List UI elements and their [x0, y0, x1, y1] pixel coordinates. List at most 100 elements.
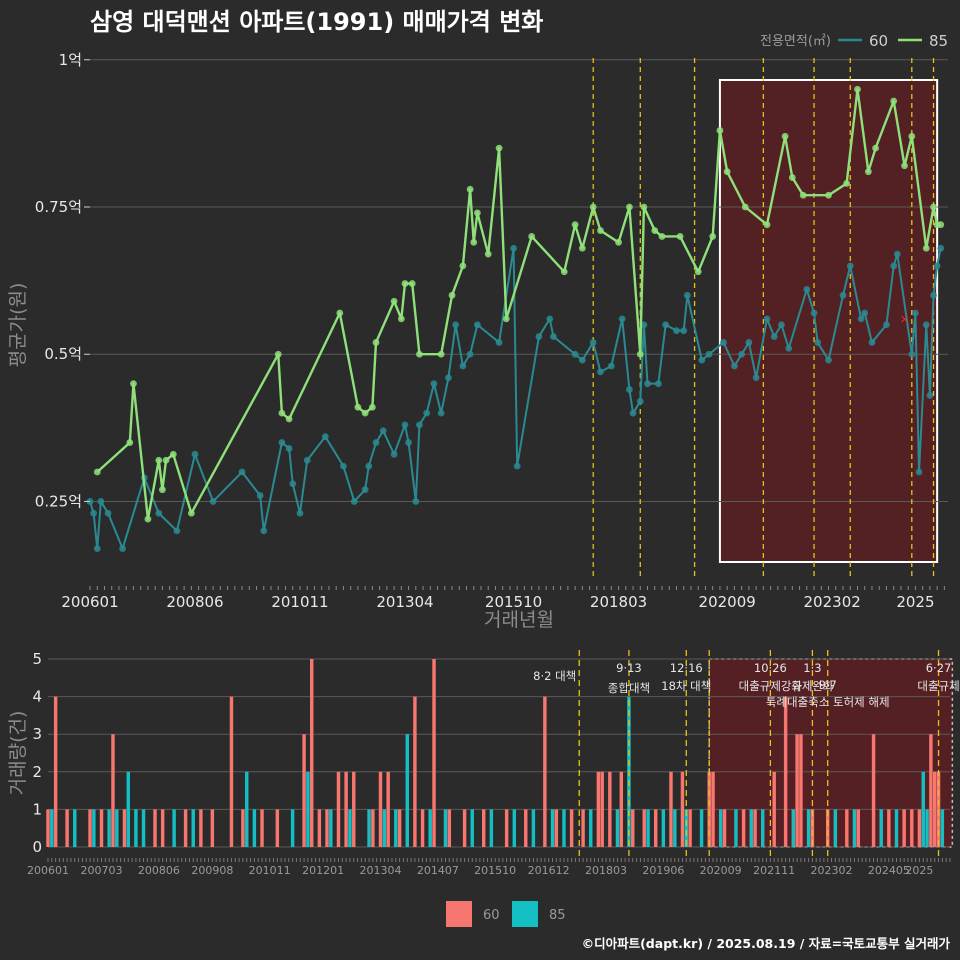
y-tick-label: 5 [32, 650, 42, 668]
data-point [144, 515, 152, 523]
x-tick-label: 2025 [896, 593, 934, 611]
data-point [640, 203, 648, 211]
x-axis-ticks: 200601 200806 201011 201304 201510 201803 2020… [61, 586, 945, 611]
data-point [770, 333, 778, 340]
x-tick-label: 201906 [642, 864, 684, 877]
data-point [636, 397, 644, 405]
bar-85 [443, 809, 448, 847]
data-point [741, 203, 749, 211]
bar-85 [761, 809, 765, 847]
bar-60 [99, 809, 104, 847]
data-point [578, 244, 586, 252]
data-point [839, 291, 847, 299]
bar-85 [92, 809, 96, 847]
event-label: 8·2 대책 [533, 669, 576, 683]
y-gridlines [90, 59, 948, 502]
event-label: 10·26 대출규제강화 [739, 661, 803, 693]
data-point [372, 439, 380, 446]
data-point [448, 291, 456, 299]
x-tick-label: 200908 [191, 864, 233, 877]
bar-85 [925, 809, 929, 847]
x-tick-label: 202111 [753, 864, 795, 877]
bar-60 [653, 809, 658, 847]
x-tick-label: 201304 [360, 864, 402, 877]
data-point [256, 492, 264, 499]
data-point [908, 350, 916, 358]
data-point [651, 227, 659, 234]
data-point [354, 403, 362, 411]
bar-60 [936, 771, 941, 847]
data-point [397, 315, 405, 323]
bar-60 [524, 809, 528, 847]
x-tick-label: 201510 [474, 864, 516, 877]
bar-60 [825, 809, 830, 847]
data-point [495, 144, 503, 152]
data-point [93, 468, 101, 476]
bar-85 [718, 809, 723, 847]
data-point [405, 439, 412, 446]
x-tick-label: 202302 [811, 864, 853, 877]
data-point [401, 421, 409, 429]
data-point [901, 162, 908, 170]
x-tick-label: 200601 [61, 593, 118, 611]
data-point [607, 362, 615, 370]
data-point [745, 339, 753, 346]
data-point [597, 227, 604, 234]
legend-title: 전용면적(㎡) [760, 34, 831, 49]
data-point [933, 262, 941, 270]
data-point [912, 309, 919, 317]
bar-60 [241, 809, 245, 847]
bar-85 [512, 809, 517, 847]
bar-85 [428, 809, 432, 847]
data-point [169, 450, 177, 458]
data-point [159, 486, 166, 494]
bar-60 [88, 809, 92, 847]
x-tick-label: 201201 [302, 864, 344, 877]
bar-85 [940, 809, 945, 847]
bar-60 [569, 809, 574, 847]
bar-60 [336, 771, 341, 847]
data-point [683, 291, 691, 299]
data-point [130, 380, 137, 388]
data-point [430, 380, 438, 388]
bar-85 [348, 809, 352, 847]
bar-60 [871, 734, 876, 847]
event-label: 12·16 18차 대책 [661, 661, 711, 693]
bar-85 [245, 771, 249, 847]
data-point [937, 221, 945, 229]
bar-60 [543, 696, 547, 847]
bar-60 [799, 734, 803, 847]
bar-85 [252, 809, 257, 847]
data-point [615, 238, 622, 246]
event-label: 6·27 대출규제 [917, 661, 959, 693]
x-tick-label: 200806 [166, 593, 223, 611]
data-point [303, 456, 311, 464]
bar-60 [932, 771, 937, 847]
data-point [321, 433, 329, 441]
data-point [662, 321, 670, 329]
data-point [857, 315, 865, 323]
bar-85 [172, 809, 176, 847]
data-point [922, 244, 930, 252]
bar-60 [707, 771, 711, 847]
bar-60 [608, 771, 612, 847]
x-tick-label: 201803 [585, 864, 627, 877]
bar-85 [684, 809, 688, 847]
data-point [401, 280, 409, 287]
bar-60 [183, 809, 188, 847]
data-point [626, 386, 633, 393]
bar-85 [791, 809, 796, 847]
bar-85 [329, 809, 333, 847]
bar-85 [749, 809, 753, 847]
bar-85 [615, 809, 620, 847]
data-point [466, 350, 474, 358]
legend-label-60: 60 [869, 32, 888, 50]
bar-85 [290, 809, 295, 847]
y-tick-label: 0 [32, 838, 42, 856]
data-point [90, 509, 98, 517]
bottom-legend: 60 85 [446, 901, 566, 927]
x-axis-label: 거래년월 [484, 609, 554, 631]
data-point [680, 327, 688, 335]
bar-85 [50, 809, 54, 847]
